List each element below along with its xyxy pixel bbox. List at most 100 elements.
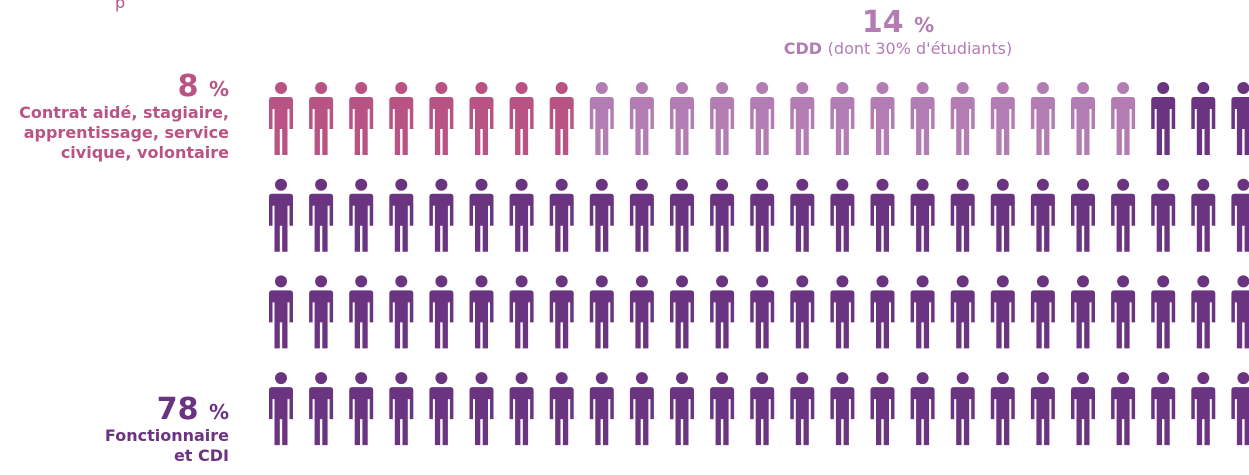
person-icon-cdi xyxy=(871,179,895,252)
person-icon-cdi xyxy=(670,372,694,445)
person-icon-cdi xyxy=(269,179,293,252)
person-icon-cdi xyxy=(349,372,373,445)
person-icon-cdi xyxy=(550,275,574,348)
person-icon-cdi xyxy=(991,372,1015,445)
caption-cdd-sublabel: (dont 30% d'étudiants) xyxy=(828,39,1013,58)
person-icon-cdi xyxy=(429,179,453,252)
caption-cdi-line-1: Fonctionnaire xyxy=(105,426,229,446)
caption-cdd-label: CDD xyxy=(784,39,822,58)
person-icon-cdd xyxy=(590,82,614,155)
person-icon-cdi xyxy=(269,275,293,348)
person-icon-cdi xyxy=(1151,372,1175,445)
person-icon-cdi xyxy=(1031,275,1055,348)
person-icon-cdi xyxy=(951,275,975,348)
person-icon-cdi xyxy=(1231,275,1249,348)
person-icon-cdd xyxy=(1031,82,1055,155)
person-icon-cdd xyxy=(1071,82,1095,155)
caption-cdd-value: 14 xyxy=(862,5,904,40)
person-icon-cdi xyxy=(1071,275,1095,348)
person-icon-cdi xyxy=(991,179,1015,252)
person-icon-cdd xyxy=(911,82,935,155)
caption-aide: 8 % Contrat aidé, stagiaire, apprentissa… xyxy=(19,70,229,163)
person-icon-cdi xyxy=(1151,82,1175,155)
person-icon-cdi xyxy=(349,179,373,252)
person-icon-aide xyxy=(389,82,413,155)
person-icon-cdi xyxy=(470,372,494,445)
person-icon-cdd xyxy=(710,82,734,155)
person-icon-cdi xyxy=(750,179,774,252)
person-icon-cdi xyxy=(1031,372,1055,445)
person-icon-cdi xyxy=(670,179,694,252)
person-icon-cdi xyxy=(710,275,734,348)
person-icon-cdi xyxy=(510,372,534,445)
person-icon-cdi xyxy=(951,179,975,252)
person-icon-cdi xyxy=(1231,179,1249,252)
person-icon-cdi xyxy=(871,372,895,445)
person-icon-cdi xyxy=(1151,275,1175,348)
person-icon-cdi xyxy=(790,372,814,445)
person-icon-cdi xyxy=(710,179,734,252)
person-icon-cdi xyxy=(630,275,654,348)
person-icon-cdi xyxy=(911,179,935,252)
person-icon-cdi xyxy=(309,372,333,445)
person-icon-cdi xyxy=(590,179,614,252)
caption-cdi-line-2: et CDI xyxy=(105,446,229,466)
person-icon-cdd xyxy=(750,82,774,155)
person-icon-cdi xyxy=(830,275,854,348)
caption-aide-value: 8 xyxy=(178,69,199,104)
caption-aide-line-3: civique, volontaire xyxy=(19,143,229,163)
person-icon-cdi xyxy=(790,275,814,348)
person-icon-cdd xyxy=(871,82,895,155)
person-icon-aide xyxy=(349,82,373,155)
person-icon-aide xyxy=(269,82,293,155)
person-icon-cdi xyxy=(710,372,734,445)
person-icon-cdi xyxy=(1191,82,1215,155)
person-icon-cdi xyxy=(389,179,413,252)
person-icon-cdi xyxy=(630,179,654,252)
person-icon-cdi xyxy=(389,372,413,445)
caption-cdd-unit: % xyxy=(914,13,934,37)
person-icon-cdi xyxy=(911,372,935,445)
person-icon-cdi xyxy=(550,372,574,445)
person-icon-cdi xyxy=(991,275,1015,348)
person-icon-cdi xyxy=(590,372,614,445)
person-icon-cdi xyxy=(470,275,494,348)
person-icon-cdi xyxy=(630,372,654,445)
person-icon-aide xyxy=(309,82,333,155)
person-icon-cdi xyxy=(1231,82,1249,155)
person-icon-cdd xyxy=(630,82,654,155)
person-icon-cdi xyxy=(550,179,574,252)
person-icon-cdi xyxy=(309,179,333,252)
person-icon-cdi xyxy=(429,372,453,445)
caption-aide-percent: 8 % xyxy=(19,70,229,103)
person-icon-aide xyxy=(429,82,453,155)
person-icon-cdi xyxy=(871,275,895,348)
person-icon-cdi xyxy=(1111,275,1135,348)
person-icon-cdd xyxy=(951,82,975,155)
person-icon-aide xyxy=(470,82,494,155)
person-icon-cdi xyxy=(510,275,534,348)
person-icon-cdd xyxy=(830,82,854,155)
caption-cdi-value: 78 xyxy=(157,392,199,427)
person-icon-cdi xyxy=(1191,275,1215,348)
person-icon-aide xyxy=(550,82,574,155)
person-icon-cdi xyxy=(911,275,935,348)
person-icon-cdi xyxy=(590,275,614,348)
person-icon-cdi xyxy=(1111,179,1135,252)
person-icon-cdi xyxy=(1191,372,1215,445)
person-icon-cdi xyxy=(1231,372,1249,445)
person-icon-cdi xyxy=(389,275,413,348)
person-icon-cdi xyxy=(750,372,774,445)
person-icon-cdi xyxy=(1071,372,1095,445)
person-icon-cdd xyxy=(991,82,1015,155)
person-icon-cdd xyxy=(670,82,694,155)
caption-cdi: 78 % Fonctionnaire et CDI xyxy=(105,393,229,466)
caption-cdi-unit: % xyxy=(209,400,229,424)
person-icon-cdi xyxy=(309,275,333,348)
person-icon-cdi xyxy=(269,372,293,445)
person-icon-cdi xyxy=(510,179,534,252)
person-icon-aide xyxy=(510,82,534,155)
person-icon-cdi xyxy=(670,275,694,348)
person-icon-cdi xyxy=(470,179,494,252)
person-icon-cdi xyxy=(1111,372,1135,445)
